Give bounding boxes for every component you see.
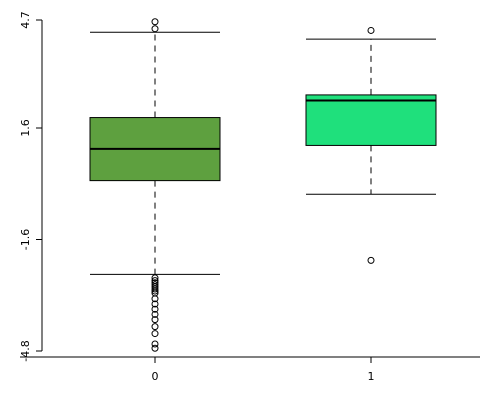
outlier-point bbox=[367, 26, 375, 34]
box-group-0 bbox=[89, 18, 221, 352]
outlier-point bbox=[151, 300, 159, 308]
outlier-point bbox=[151, 340, 159, 348]
y-tick-label: 1.6 bbox=[19, 119, 32, 137]
x-tick-label: 0 bbox=[152, 370, 159, 383]
boxes bbox=[89, 18, 437, 352]
y-tick-label: -1.6 bbox=[19, 229, 32, 250]
outlier-point bbox=[151, 18, 159, 26]
y-tick-label: -4.8 bbox=[19, 340, 32, 361]
y-tick-label: 4.7 bbox=[19, 11, 32, 29]
outlier-point bbox=[151, 344, 159, 352]
outlier-point bbox=[151, 295, 159, 303]
outlier-point bbox=[151, 274, 159, 282]
outlier-point bbox=[151, 287, 159, 295]
outlier-point bbox=[151, 25, 159, 33]
box-group-1 bbox=[305, 26, 437, 264]
outlier-point bbox=[151, 330, 159, 338]
outlier-point bbox=[367, 256, 375, 264]
outlier-point bbox=[151, 285, 159, 293]
outlier-point bbox=[151, 310, 159, 318]
outlier-point bbox=[151, 323, 159, 331]
box-iqr bbox=[305, 94, 437, 146]
y-axis: -4.8 -1.6 1.6 4.7 bbox=[19, 11, 43, 362]
outlier-point bbox=[151, 305, 159, 313]
outlier-point bbox=[151, 316, 159, 324]
x-tick-label: 1 bbox=[368, 370, 375, 383]
